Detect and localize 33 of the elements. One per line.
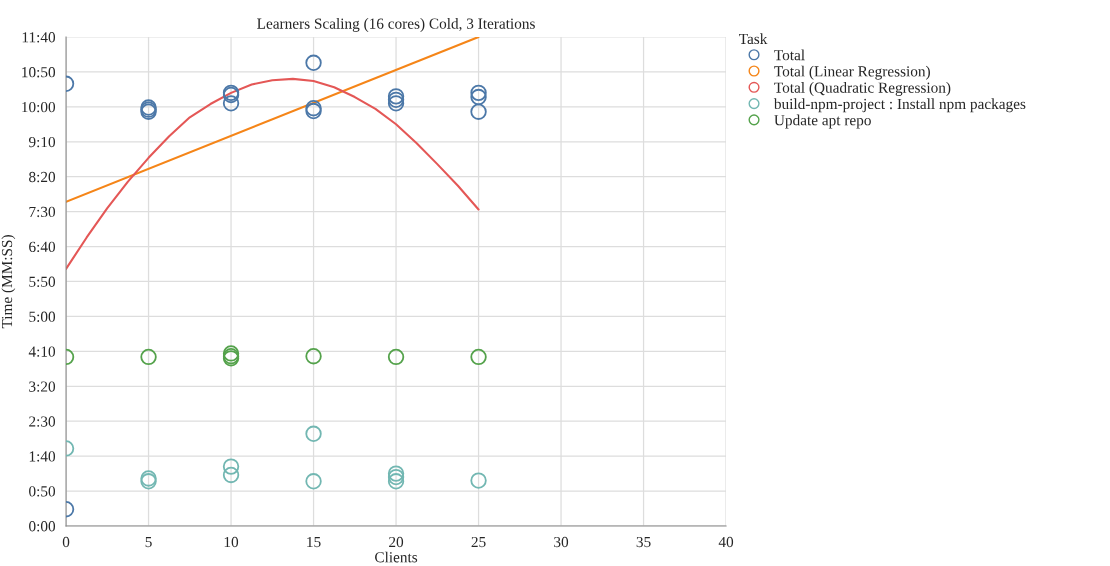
y-tick-label: 6:40 (29, 241, 56, 253)
legend-title: Task (739, 33, 768, 45)
y-tick-label: 4:10 (28, 346, 56, 357)
y-tick-label: 0:50 (29, 486, 56, 497)
x-tick-label: 25 (471, 536, 486, 548)
y-tick-label: 8:20 (29, 171, 56, 183)
x-tick-label: 10 (224, 536, 239, 548)
y-tick-label: 5:00 (29, 311, 56, 322)
y-axis-title: Time (MM:SS) (1, 235, 16, 329)
legend-label: build-npm-project : Install npm packages (773, 98, 1026, 113)
y-tick-label: 5:50 (29, 276, 56, 287)
y-tick-label: 1:40 (29, 451, 56, 462)
y-tick-label: 9:10 (28, 136, 56, 148)
x-tick-label: 40 (718, 536, 734, 548)
chart-title: Learners Scaling (16 cores) Cold, 3 Iterations (257, 18, 535, 32)
x-tick-label: 0 (62, 536, 70, 548)
x-tick-label: 20 (389, 536, 404, 548)
x-tick-label: 15 (307, 536, 321, 548)
y-tick-label: 7:30 (29, 206, 56, 218)
y-tick-label: 2:30 (29, 416, 56, 427)
x-axis-title: Clients (375, 551, 418, 563)
legend-label: Total (Quadratic Regression) (774, 82, 951, 96)
y-tick-label: 3:20 (29, 381, 56, 392)
y-tick-label: 0:00 (29, 521, 56, 532)
legend-label: Total (774, 49, 805, 61)
legend-label: Update apt repo (774, 114, 871, 129)
y-tick-label: 10:00 (22, 101, 56, 113)
x-tick-label: 5 (145, 537, 152, 548)
y-tick-label: 10:50 (22, 67, 56, 78)
x-tick-label: 35 (636, 536, 651, 548)
x-tick-label: 30 (554, 536, 569, 548)
y-tick-label: 11:40 (22, 32, 56, 43)
legend-label: Total (Linear Regression) (774, 65, 930, 80)
